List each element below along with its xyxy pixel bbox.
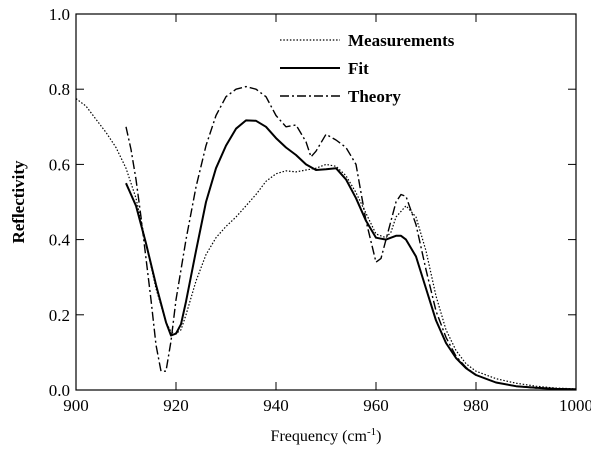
y-tick-label: 0.8 <box>49 80 70 99</box>
legend-label-fit: Fit <box>348 59 369 78</box>
y-tick-label: 0.6 <box>49 155 70 174</box>
x-tick-label: 1000 <box>559 396 591 415</box>
series-layer <box>75 85 577 391</box>
x-tick-label: 920 <box>163 396 189 415</box>
legend-label-measurements: Measurements <box>348 31 455 50</box>
x-axis-title-superscript: -1 <box>367 426 376 438</box>
x-tick-label: 980 <box>463 396 489 415</box>
axis-ticks <box>75 13 577 391</box>
legend: Measurements Fit Theory <box>280 31 455 106</box>
x-tick-label: 960 <box>363 396 389 415</box>
tick-labels: 900 920 940 960 980 1000 0.0 0.2 0.4 0.6 0.8 1.0 <box>49 5 591 415</box>
y-tick-label: 0.4 <box>49 231 71 250</box>
x-axis-title-text: Frequency (cm <box>271 428 368 445</box>
series-line-theory <box>125 85 577 390</box>
y-tick-label: 0.0 <box>49 381 70 400</box>
series-line-measurements <box>75 98 577 390</box>
y-tick-label: 1.0 <box>49 5 70 24</box>
y-axis-title: Reflectivity <box>9 160 28 244</box>
x-tick-label: 940 <box>263 396 289 415</box>
x-axis-title: Frequency (cm-1) <box>271 426 382 445</box>
x-axis-title-close: ) <box>376 428 381 445</box>
plot-frame <box>75 13 577 391</box>
legend-label-theory: Theory <box>348 87 401 106</box>
series-line-fit <box>125 119 577 391</box>
x-tick-label: 900 <box>63 396 89 415</box>
y-tick-label: 0.2 <box>49 306 70 325</box>
